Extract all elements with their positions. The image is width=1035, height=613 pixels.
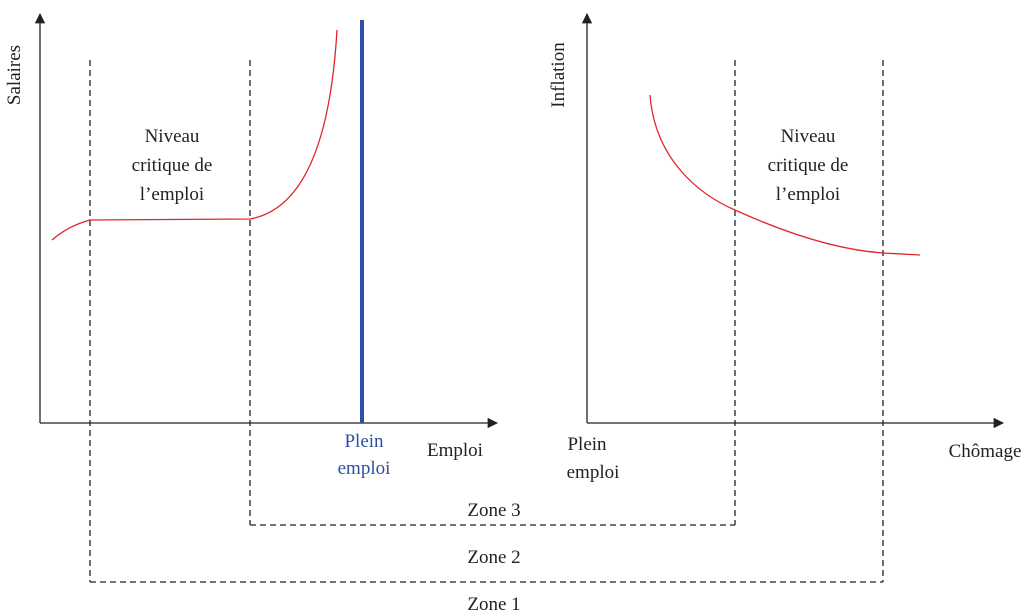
- region-label: Niveau: [145, 126, 200, 147]
- zone-label: Zone 2: [467, 547, 520, 568]
- zone-label: Zone 3: [467, 500, 520, 521]
- origin-label: emploi: [567, 462, 620, 483]
- region-label: l’emploi: [140, 184, 204, 205]
- region-label: Niveau: [781, 126, 836, 147]
- region-label: l’emploi: [776, 184, 840, 205]
- origin-label: Plein: [567, 434, 607, 455]
- y-axis-label: Salaires: [4, 45, 25, 105]
- region-label: critique de: [132, 155, 213, 176]
- inflation-curve: [649, 94, 921, 256]
- x-axis-label: Chômage: [949, 441, 1022, 462]
- marker-label: emploi: [338, 458, 391, 479]
- x-axis-label: Emploi: [427, 440, 483, 461]
- marker-label: Plein: [344, 431, 384, 452]
- zone-label: Zone 1: [467, 594, 520, 613]
- region-label: critique de: [768, 155, 849, 176]
- wage-curve: [51, 29, 338, 241]
- y-axis-label: Inflation: [548, 42, 569, 108]
